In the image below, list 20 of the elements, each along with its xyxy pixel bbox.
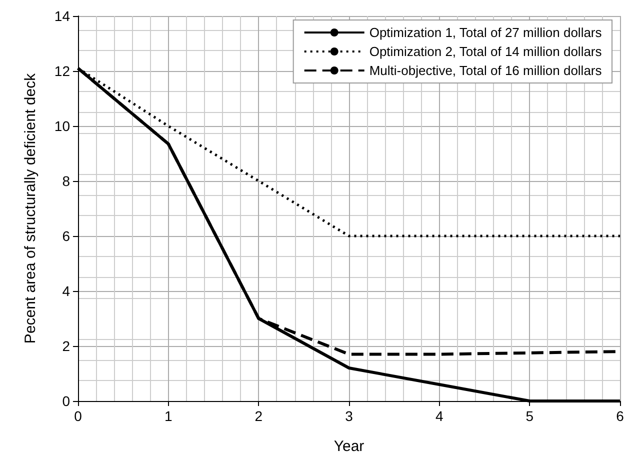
x-tick-label: 0	[74, 408, 82, 424]
y-tick-label: 2	[62, 338, 70, 354]
legend-label: Optimization 1, Total of 27 million dollars	[369, 25, 602, 40]
x-tick-label: 1	[164, 408, 172, 424]
y-tick-label: 10	[54, 118, 70, 134]
y-tick-label: 4	[62, 283, 70, 299]
legend-label: Multi-objective, Total of 16 million dollars	[369, 63, 602, 78]
legend-label: Optimization 2, Total of 14 million dollars	[369, 44, 602, 59]
x-tick-label: 3	[345, 408, 354, 424]
y-tick-label: 14	[54, 8, 70, 24]
y-tick-label: 6	[62, 228, 70, 244]
y-tick-label: 12	[54, 63, 70, 79]
y-tick-label: 8	[62, 173, 70, 189]
x-tick-label: 6	[616, 408, 624, 424]
x-axis-title: Year	[334, 438, 364, 455]
y-axis-title: Pecent area of structurally deficient deck	[22, 72, 39, 344]
x-tick-label: 5	[526, 408, 534, 424]
x-tick-label: 2	[254, 408, 263, 424]
y-tick-label: 0	[62, 393, 70, 409]
x-tick-label: 4	[435, 408, 444, 424]
